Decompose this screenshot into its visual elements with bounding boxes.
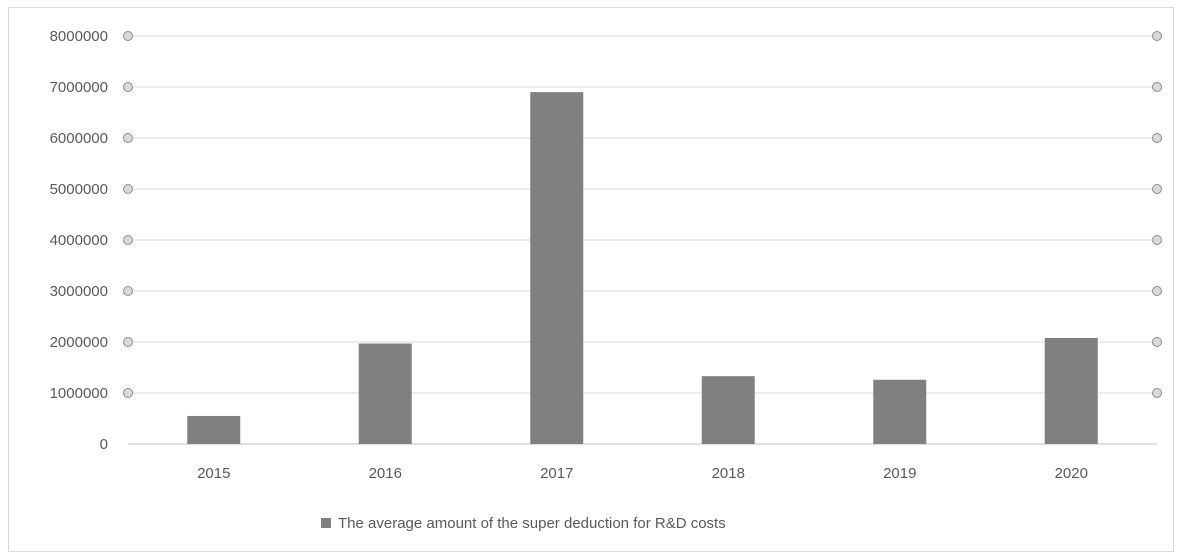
- legend-swatch: [321, 518, 331, 528]
- bar-2015: [187, 415, 241, 444]
- y-tick-label: 4000000: [50, 232, 108, 249]
- y-tick-label: 1000000: [50, 385, 108, 402]
- y-tick-label: 6000000: [50, 130, 108, 147]
- y-tick-label: 5000000: [50, 181, 108, 198]
- right-axis-marker: [1152, 388, 1162, 398]
- legend-label: The average amount of the super deductio…: [338, 515, 726, 532]
- right-axis-marker: [1152, 337, 1162, 347]
- right-axis-marker: [1152, 31, 1162, 41]
- legend: The average amount of the super deductio…: [321, 515, 726, 532]
- left-axis-marker: [123, 82, 133, 92]
- bars: [187, 92, 1098, 444]
- right-axis-marker: [1152, 235, 1162, 245]
- left-axis-marker: [123, 235, 133, 245]
- bar-2019: [873, 379, 927, 444]
- bar-2017: [530, 92, 584, 444]
- x-tick-label: 2018: [712, 465, 745, 482]
- left-axis-marker: [123, 31, 133, 41]
- left-axis-marker: [123, 388, 133, 398]
- x-axis-tick-labels: 2015 2016 2017 2018 2019 2020: [197, 465, 1088, 482]
- y-tick-label: 2000000: [50, 334, 108, 351]
- y-axis-tick-labels: 0 1000000 2000000 3000000 4000000 5000000 6000…: [50, 28, 108, 453]
- bar-2016: [358, 343, 412, 444]
- chart-frame: [8, 7, 1174, 552]
- left-axis-marker: [123, 337, 133, 347]
- bar-2018: [701, 376, 755, 444]
- bar-2020: [1044, 337, 1098, 444]
- gridlines: [128, 35, 1157, 445]
- left-axis-marker: [123, 286, 133, 296]
- left-axis-marker: [123, 133, 133, 143]
- x-tick-label: 2015: [197, 465, 230, 482]
- y-tick-label: 0: [100, 436, 108, 453]
- axis-markers: [123, 31, 1162, 398]
- y-tick-label: 8000000: [50, 28, 108, 45]
- x-tick-label: 2016: [369, 465, 402, 482]
- x-tick-label: 2017: [540, 465, 573, 482]
- right-axis-marker: [1152, 184, 1162, 194]
- right-axis-marker: [1152, 133, 1162, 143]
- right-axis-marker: [1152, 82, 1162, 92]
- y-tick-label: 3000000: [50, 283, 108, 300]
- y-tick-label: 7000000: [50, 79, 108, 96]
- right-axis-marker: [1152, 286, 1162, 296]
- x-tick-label: 2019: [883, 465, 916, 482]
- x-tick-label: 2020: [1055, 465, 1088, 482]
- left-axis-marker: [123, 184, 133, 194]
